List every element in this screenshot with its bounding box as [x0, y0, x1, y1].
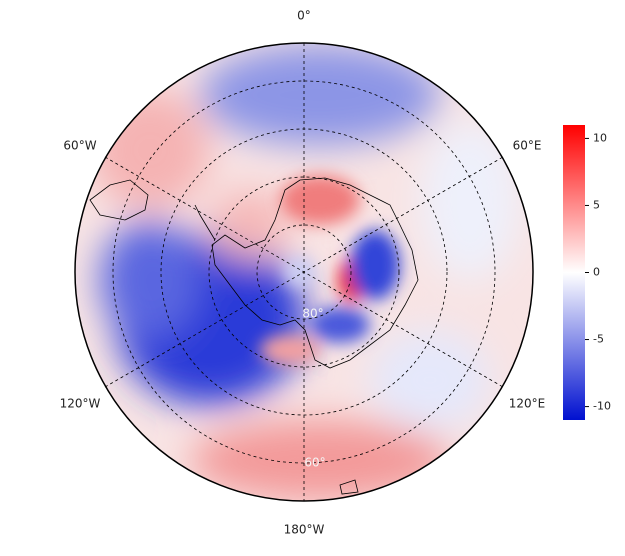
latitude-label: 60°	[304, 456, 325, 470]
latitude-label: 80°	[302, 307, 323, 321]
longitude-label: 60°W	[63, 139, 96, 153]
colorbar-tick-label: 0	[593, 266, 600, 279]
graticule	[104, 43, 504, 501]
colorbar-tick-label: -10	[593, 400, 611, 413]
longitude-label: 120°E	[509, 397, 546, 411]
colorbar-tick-label: 5	[593, 198, 600, 211]
longitude-label: 120°W	[60, 397, 101, 411]
longitude-label: 180°W	[284, 523, 325, 537]
longitude-label: 0°	[297, 9, 311, 23]
colorbar	[563, 125, 585, 420]
map-boundary	[74, 42, 534, 502]
colorbar-tick-label: 10	[593, 131, 607, 144]
anomaly-field	[75, 43, 533, 501]
coastline	[89, 177, 419, 495]
colorbar-tick-label: -5	[593, 333, 604, 346]
longitude-label: 60°E	[513, 139, 542, 153]
